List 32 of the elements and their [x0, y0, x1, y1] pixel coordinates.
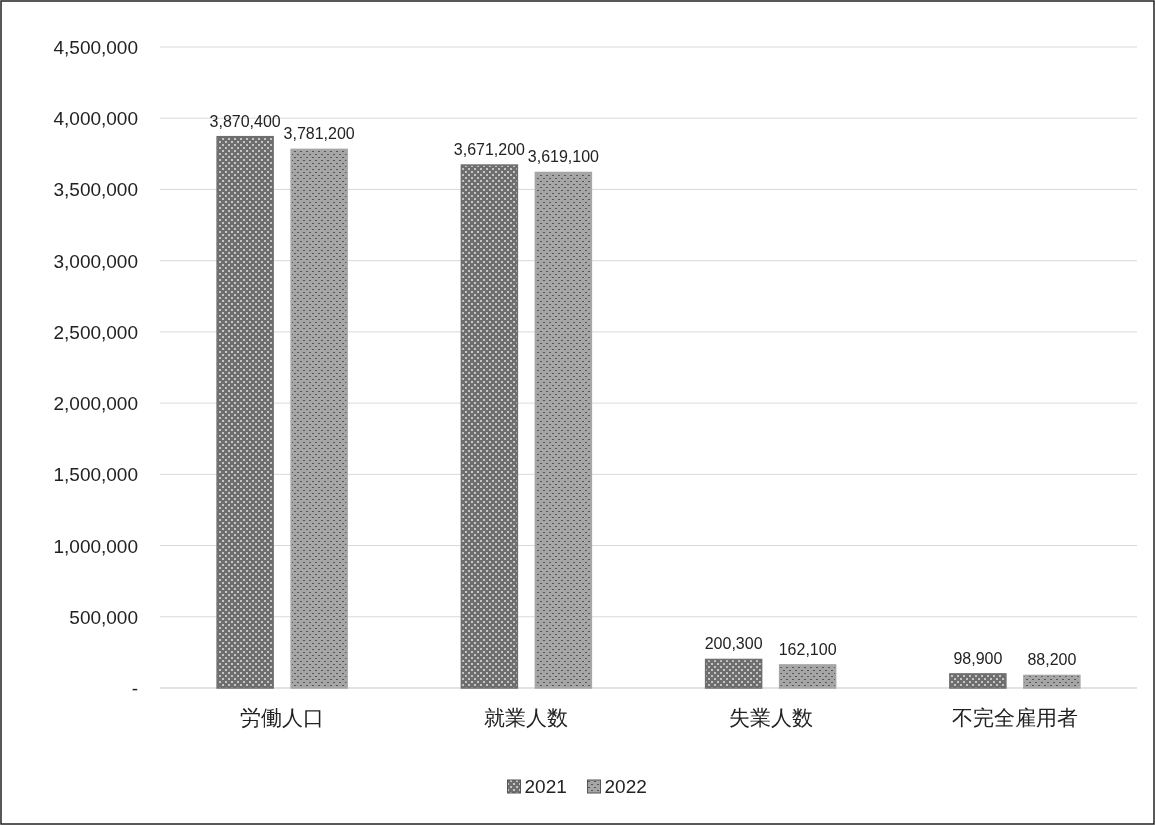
x-tick-label: 不完全雇用者	[951, 706, 1078, 729]
bar	[460, 164, 519, 689]
y-tick-label: 2,000,000	[53, 393, 138, 415]
y-tick-label: 4,000,000	[53, 108, 138, 130]
bar	[290, 148, 348, 689]
bar	[216, 135, 274, 689]
data-label: 3,781,200	[283, 125, 355, 143]
y-tick-label: 500,000	[69, 606, 138, 628]
data-label: 200,300	[704, 635, 763, 653]
x-tick-label: 労働人口	[240, 706, 325, 729]
y-tick-label: 3,000,000	[53, 250, 138, 272]
y-tick-label: 4,500,000	[53, 37, 138, 58]
data-label: 98,900	[953, 649, 1003, 667]
bar	[949, 673, 1007, 689]
legend-label: 2022	[604, 776, 647, 797]
y-tick-label: 1,000,000	[53, 535, 138, 557]
data-label: 162,100	[778, 640, 837, 658]
bar	[1023, 674, 1081, 689]
bar	[534, 171, 593, 689]
y-tick-label: 2,500,000	[53, 321, 138, 343]
data-label: 3,619,100	[527, 148, 600, 166]
legend-label: 2021	[524, 776, 567, 797]
bar	[704, 658, 763, 689]
data-label: 88,200	[1027, 651, 1077, 669]
data-label: 3,870,400	[209, 112, 281, 130]
x-tick-label: 就業人数	[484, 706, 569, 729]
y-tick-label: 3,500,000	[53, 179, 138, 201]
x-tick-label: 失業人数	[728, 706, 813, 729]
y-tick-label: -	[131, 678, 138, 699]
y-tick-label: 1,500,000	[53, 464, 138, 486]
data-label: 3,671,200	[453, 141, 526, 159]
bar	[778, 664, 837, 689]
